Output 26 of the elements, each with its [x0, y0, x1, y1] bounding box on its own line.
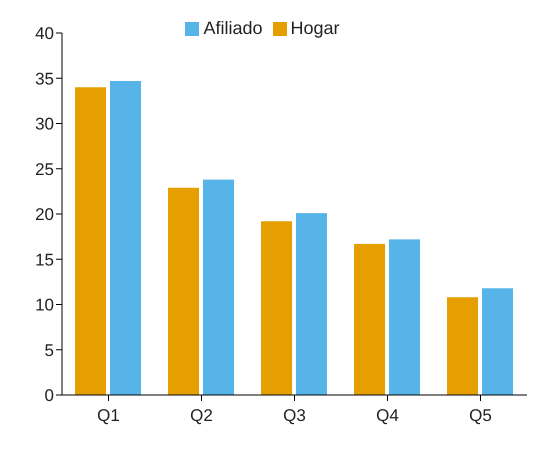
y-tick-label: 15	[35, 250, 54, 270]
x-tick-label: Q5	[469, 406, 492, 426]
bar	[447, 297, 478, 395]
y-tick-label: 40	[35, 24, 54, 44]
y-tick-label: 25	[35, 160, 54, 179]
x-tick-label: Q3	[283, 406, 306, 426]
bar	[389, 239, 420, 395]
bar	[482, 288, 514, 395]
bar	[203, 180, 234, 395]
x-tick-label: Q2	[190, 406, 213, 426]
legend-label: Hogar	[290, 18, 340, 38]
y-tick-label: 20	[35, 205, 54, 224]
bar	[75, 87, 106, 395]
bar	[354, 244, 386, 395]
y-tick-label: 5	[44, 340, 54, 360]
bar	[168, 188, 200, 395]
y-tick-label: 30	[35, 114, 54, 134]
y-tick-label: 10	[35, 296, 54, 315]
x-tick-label: Q4	[376, 406, 399, 426]
y-tick-label: 35	[35, 69, 54, 88]
y-tick-label: 0	[44, 386, 54, 406]
x-tick-label: Q1	[97, 406, 120, 426]
legend-label: Afiliado	[203, 18, 262, 38]
bar	[296, 213, 328, 395]
bar	[261, 221, 292, 395]
bar	[110, 80, 142, 395]
